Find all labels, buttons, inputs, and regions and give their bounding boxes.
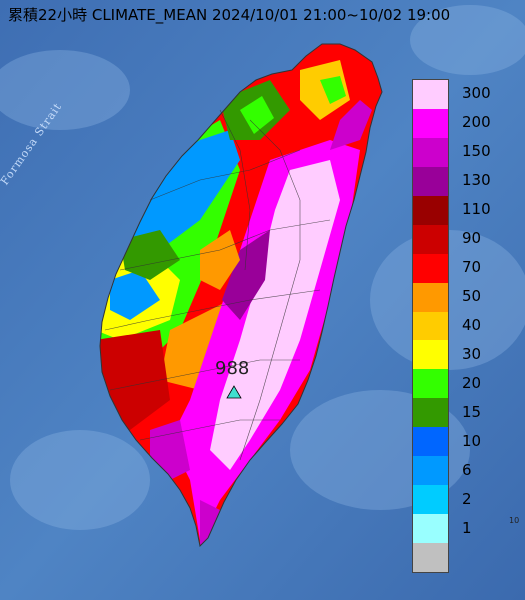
- legend-label: 200: [462, 113, 491, 132]
- legend-swatch: [413, 427, 448, 457]
- legend-swatch: [413, 137, 448, 168]
- legend-swatch: [413, 253, 448, 284]
- legend-label: 6: [462, 460, 472, 479]
- legend-label: 15: [462, 402, 482, 421]
- edge-mark: 10: [509, 516, 520, 525]
- legend-swatch: [413, 369, 448, 399]
- legend-swatch: [413, 282, 448, 313]
- legend-label: 130: [462, 171, 491, 190]
- legend-label: 1: [462, 518, 472, 537]
- legend-swatch: [413, 456, 448, 486]
- legend-swatch: [413, 166, 448, 197]
- legend-label: 40: [462, 316, 482, 334]
- legend-swatch: [413, 398, 448, 428]
- legend-swatch: [413, 108, 448, 139]
- legend-color-bar: [412, 79, 449, 573]
- legend-label: 110: [462, 200, 491, 219]
- legend-label: 300: [462, 84, 491, 103]
- legend-label: 10: [462, 431, 482, 450]
- legend-label: 30: [462, 344, 482, 363]
- legend-swatch: [413, 195, 448, 226]
- legend-swatch: [413, 80, 448, 110]
- legend-swatch: [413, 543, 448, 573]
- station-marker: [226, 385, 242, 399]
- legend-label: 70: [462, 258, 482, 277]
- legend-swatch: [413, 224, 448, 255]
- legend-label: 50: [462, 287, 482, 306]
- legend-swatch: [413, 514, 448, 544]
- legend-swatch: [413, 485, 448, 515]
- legend-label: 90: [462, 229, 482, 248]
- legend-swatch: [413, 311, 448, 341]
- legend-label: 20: [462, 373, 482, 392]
- legend-swatch: [413, 340, 448, 370]
- legend-label: 150: [462, 142, 491, 161]
- legend-label: 2: [462, 489, 472, 508]
- map-title: 累積22小時 CLIMATE_MEAN 2024/10/01 21:00~10/…: [8, 6, 451, 24]
- station-value: 988: [215, 358, 250, 379]
